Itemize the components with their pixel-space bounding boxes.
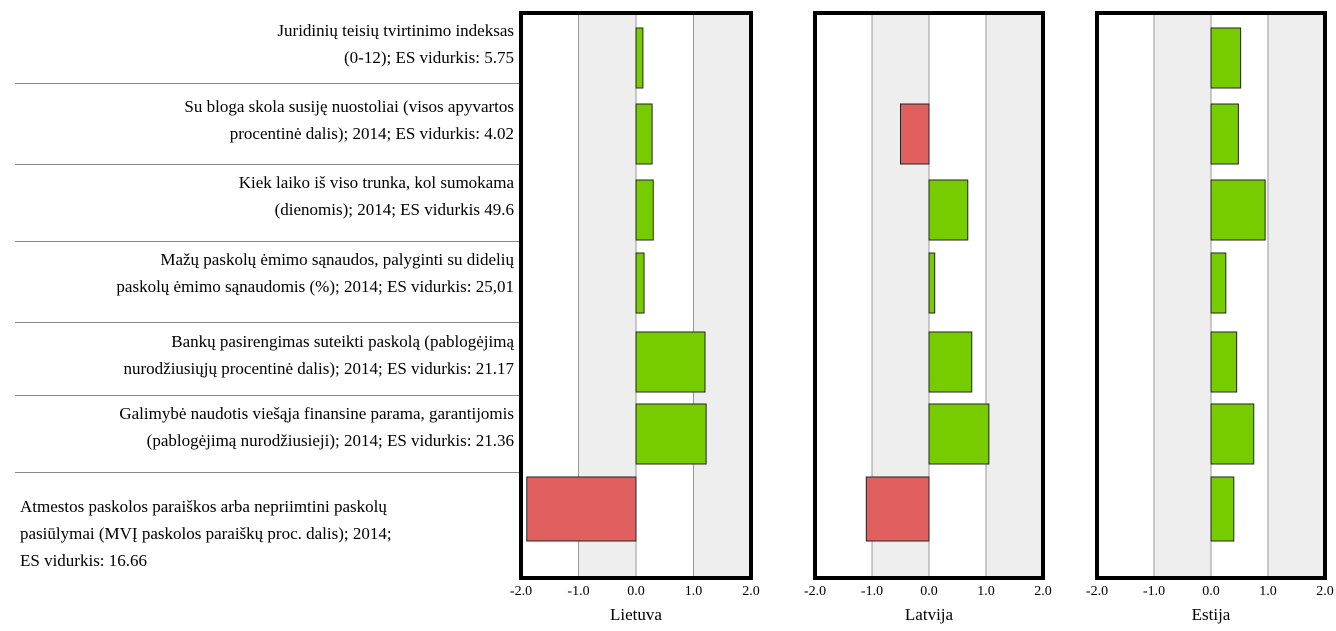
row-label: Su bloga skola susiję nuostoliai (visos … — [184, 93, 514, 147]
row-separator — [15, 395, 520, 396]
bar — [928, 179, 969, 241]
row-labels: Juridinių teisių tvirtinimo indeksas (0-1… — [0, 0, 520, 631]
x-tick-label: 0.0 — [1202, 584, 1220, 599]
bar — [928, 331, 973, 393]
row-label-line: Su bloga skola susiję nuostoliai (visos … — [184, 97, 514, 116]
row-label-line: nurodžiusiųjų procentinė dalis); 2014; E… — [123, 359, 515, 378]
panel-frame — [1095, 11, 1327, 580]
row-label: Bankų pasirengimas suteikti paskolą (pab… — [124, 328, 515, 382]
x-tick-label: -1.0 — [567, 584, 589, 599]
x-tick-label: 2.0 — [742, 584, 760, 599]
x-tick-label: -1.0 — [861, 584, 883, 599]
panel-frame — [519, 11, 753, 580]
panel-name: Lietuva — [610, 605, 662, 624]
row-label: Galimybė naudotis viešąja finansine para… — [119, 400, 514, 454]
row-label-line: Galimybė naudotis viešąja finansine para… — [119, 404, 514, 423]
row-label: Atmestos paskolos paraiškos arba nepriim… — [20, 493, 392, 574]
x-tick-label: -2.0 — [1086, 584, 1108, 599]
row-label-line: pasiūlymai (MVĮ paskolos paraiškų proc. … — [20, 524, 392, 543]
bar — [1210, 27, 1242, 89]
row-separator — [15, 83, 520, 84]
row-label-line: (0-12); ES vidurkis: 5.75 — [344, 48, 514, 67]
row-label-line: Atmestos paskolos paraiškos arba nepriim… — [20, 497, 387, 516]
panel-frame — [813, 11, 1045, 580]
row-separator — [15, 164, 520, 165]
row-separator — [15, 322, 520, 323]
bar — [1210, 403, 1255, 465]
row-label-line: Kiek laiko iš viso trunka, kol sumokama — [238, 173, 514, 192]
row-label: Juridinių teisių tvirtinimo indeksas (0-1… — [277, 17, 514, 71]
bar — [1210, 476, 1235, 542]
row-label-line: Juridinių teisių tvirtinimo indeksas — [277, 21, 514, 40]
bar — [526, 476, 637, 542]
row-separator — [15, 472, 520, 473]
bar — [1210, 331, 1238, 393]
bar — [900, 103, 930, 165]
row-label-line: Mažų paskolų ėmimo sąnaudos, palyginti s… — [160, 250, 514, 269]
background-stripe — [693, 13, 751, 578]
x-tick-label: 0.0 — [627, 584, 645, 599]
bar — [1210, 179, 1266, 241]
x-tick-label: -2.0 — [804, 584, 826, 599]
row-label-line: Bankų pasirengimas suteikti paskolą (pab… — [171, 332, 514, 351]
bar — [635, 252, 645, 314]
panel-latvija: -2.0 -1.0 0.0 1.0 2.0 Latvija — [804, 11, 1052, 624]
bar — [635, 27, 644, 89]
bar — [928, 403, 990, 465]
bar — [635, 403, 707, 465]
background-stripe — [986, 13, 1043, 578]
bar — [635, 179, 654, 241]
row-label: Mažų paskolų ėmimo sąnaudos, palyginti s… — [116, 246, 514, 300]
x-tick-label: 1.0 — [1259, 584, 1277, 599]
bar — [635, 103, 653, 165]
row-label: Kiek laiko iš viso trunka, kol sumokama (… — [239, 169, 514, 223]
x-tick-label: 2.0 — [1316, 584, 1334, 599]
background-stripe — [1154, 13, 1211, 578]
row-separator — [15, 241, 520, 242]
x-tick-label: -2.0 — [510, 584, 532, 599]
x-tick-label: 1.0 — [685, 584, 703, 599]
bar — [1210, 252, 1227, 314]
bar — [928, 252, 936, 314]
bar — [635, 331, 706, 393]
panel-estija: -2.0 -1.0 0.0 1.0 2.0 Estija — [1086, 11, 1334, 624]
row-label-line: paskolų ėmimo sąnaudomis (%); 2014; ES v… — [116, 277, 514, 296]
x-tick-label: 2.0 — [1034, 584, 1052, 599]
row-label-line: (dienomis); 2014; ES vidurkis 49.6 — [274, 200, 514, 219]
x-tick-label: -1.0 — [1143, 584, 1165, 599]
bar — [1210, 103, 1239, 165]
panel-lietuva: -2.0 -1.0 0.0 1.0 2.0 Lietuva — [510, 11, 760, 624]
x-tick-label: 1.0 — [977, 584, 995, 599]
x-tick-label: 0.0 — [920, 584, 938, 599]
row-label-line: procentinė dalis); 2014; ES vidurkis: 4.… — [229, 124, 514, 143]
background-stripe — [1268, 13, 1325, 578]
panel-name: Latvija — [905, 605, 954, 624]
panel-name: Estija — [1192, 605, 1231, 624]
row-label-line: (pablogėjimą nurodžiusieji); 2014; ES vi… — [146, 431, 514, 450]
row-label-line: ES vidurkis: 16.66 — [20, 551, 148, 570]
bar — [865, 476, 930, 542]
